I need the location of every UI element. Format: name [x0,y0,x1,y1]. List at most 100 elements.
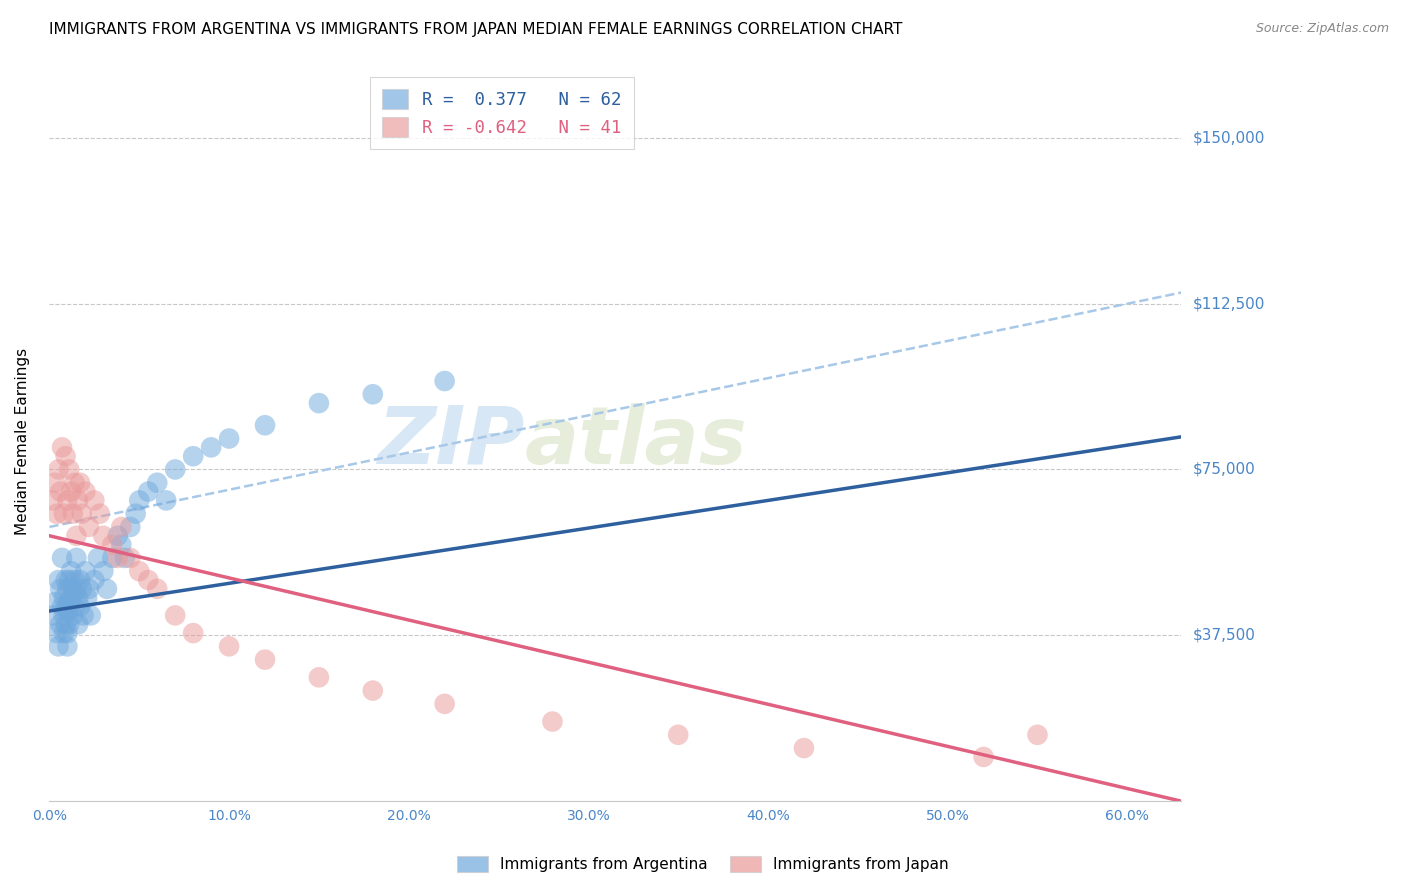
Text: IMMIGRANTS FROM ARGENTINA VS IMMIGRANTS FROM JAPAN MEDIAN FEMALE EARNINGS CORREL: IMMIGRANTS FROM ARGENTINA VS IMMIGRANTS … [49,22,903,37]
Point [253,652,276,666]
Text: $112,500: $112,500 [1192,296,1265,311]
Point [541,714,564,729]
Point [67,493,90,508]
Point [91,564,114,578]
Point [58,595,80,609]
Point [42,493,65,508]
Point [69,599,91,614]
Point [55,617,77,632]
Point [65,550,87,565]
Point [77,582,100,596]
Point [361,387,384,401]
Point [45,507,67,521]
Point [181,449,204,463]
Point [55,449,77,463]
Point [44,595,66,609]
Point [80,608,103,623]
Point [120,550,142,565]
Point [1026,728,1049,742]
Point [72,608,94,623]
Point [361,683,384,698]
Text: $150,000: $150,000 [1192,130,1265,145]
Legend: Immigrants from Argentina, Immigrants from Japan: Immigrants from Argentina, Immigrants fr… [450,848,956,880]
Point [101,538,124,552]
Point [433,697,456,711]
Point [200,441,222,455]
Point [253,418,276,433]
Point [59,564,82,578]
Point [45,626,67,640]
Point [181,626,204,640]
Point [56,493,79,508]
Point [49,582,72,596]
Point [49,484,72,499]
Point [69,475,91,490]
Point [75,484,97,499]
Point [101,550,124,565]
Point [51,550,73,565]
Point [165,608,187,623]
Point [70,507,93,521]
Point [146,475,169,490]
Point [56,582,79,596]
Point [51,441,73,455]
Point [83,493,105,508]
Point [666,728,689,742]
Point [155,493,177,508]
Point [59,591,82,605]
Point [63,475,86,490]
Point [58,617,80,632]
Point [114,550,136,565]
Point [63,573,86,587]
Point [52,626,75,640]
Point [136,484,159,499]
Point [308,670,330,684]
Point [65,529,87,543]
Point [89,507,111,521]
Legend: R =  0.377   N = 62, R = -0.642   N = 41: R = 0.377 N = 62, R = -0.642 N = 41 [370,77,634,149]
Text: $37,500: $37,500 [1192,628,1256,643]
Point [48,462,70,476]
Point [83,573,105,587]
Point [146,582,169,596]
Point [120,520,142,534]
Point [76,591,98,605]
Point [69,573,91,587]
Point [973,750,995,764]
Point [110,520,132,534]
Point [107,529,129,543]
Text: ZIP: ZIP [377,403,524,481]
Point [62,507,84,521]
Point [58,462,80,476]
Text: atlas: atlas [524,403,748,481]
Point [77,520,100,534]
Text: $75,000: $75,000 [1192,462,1256,477]
Point [128,493,150,508]
Point [308,396,330,410]
Point [128,564,150,578]
Point [67,591,90,605]
Point [56,626,79,640]
Point [62,582,84,596]
Point [87,550,110,565]
Point [110,538,132,552]
Point [70,582,93,596]
Point [56,640,79,654]
Point [67,617,90,632]
Point [793,741,815,756]
Text: Source: ZipAtlas.com: Source: ZipAtlas.com [1256,22,1389,36]
Point [48,573,70,587]
Point [58,573,80,587]
Point [59,484,82,499]
Point [124,507,146,521]
Point [75,564,97,578]
Point [55,573,77,587]
Point [218,432,240,446]
Y-axis label: Median Female Earnings: Median Female Earnings [15,348,30,535]
Point [433,374,456,388]
Point [44,475,66,490]
Point [42,608,65,623]
Point [63,599,86,614]
Point [56,604,79,618]
Point [136,573,159,587]
